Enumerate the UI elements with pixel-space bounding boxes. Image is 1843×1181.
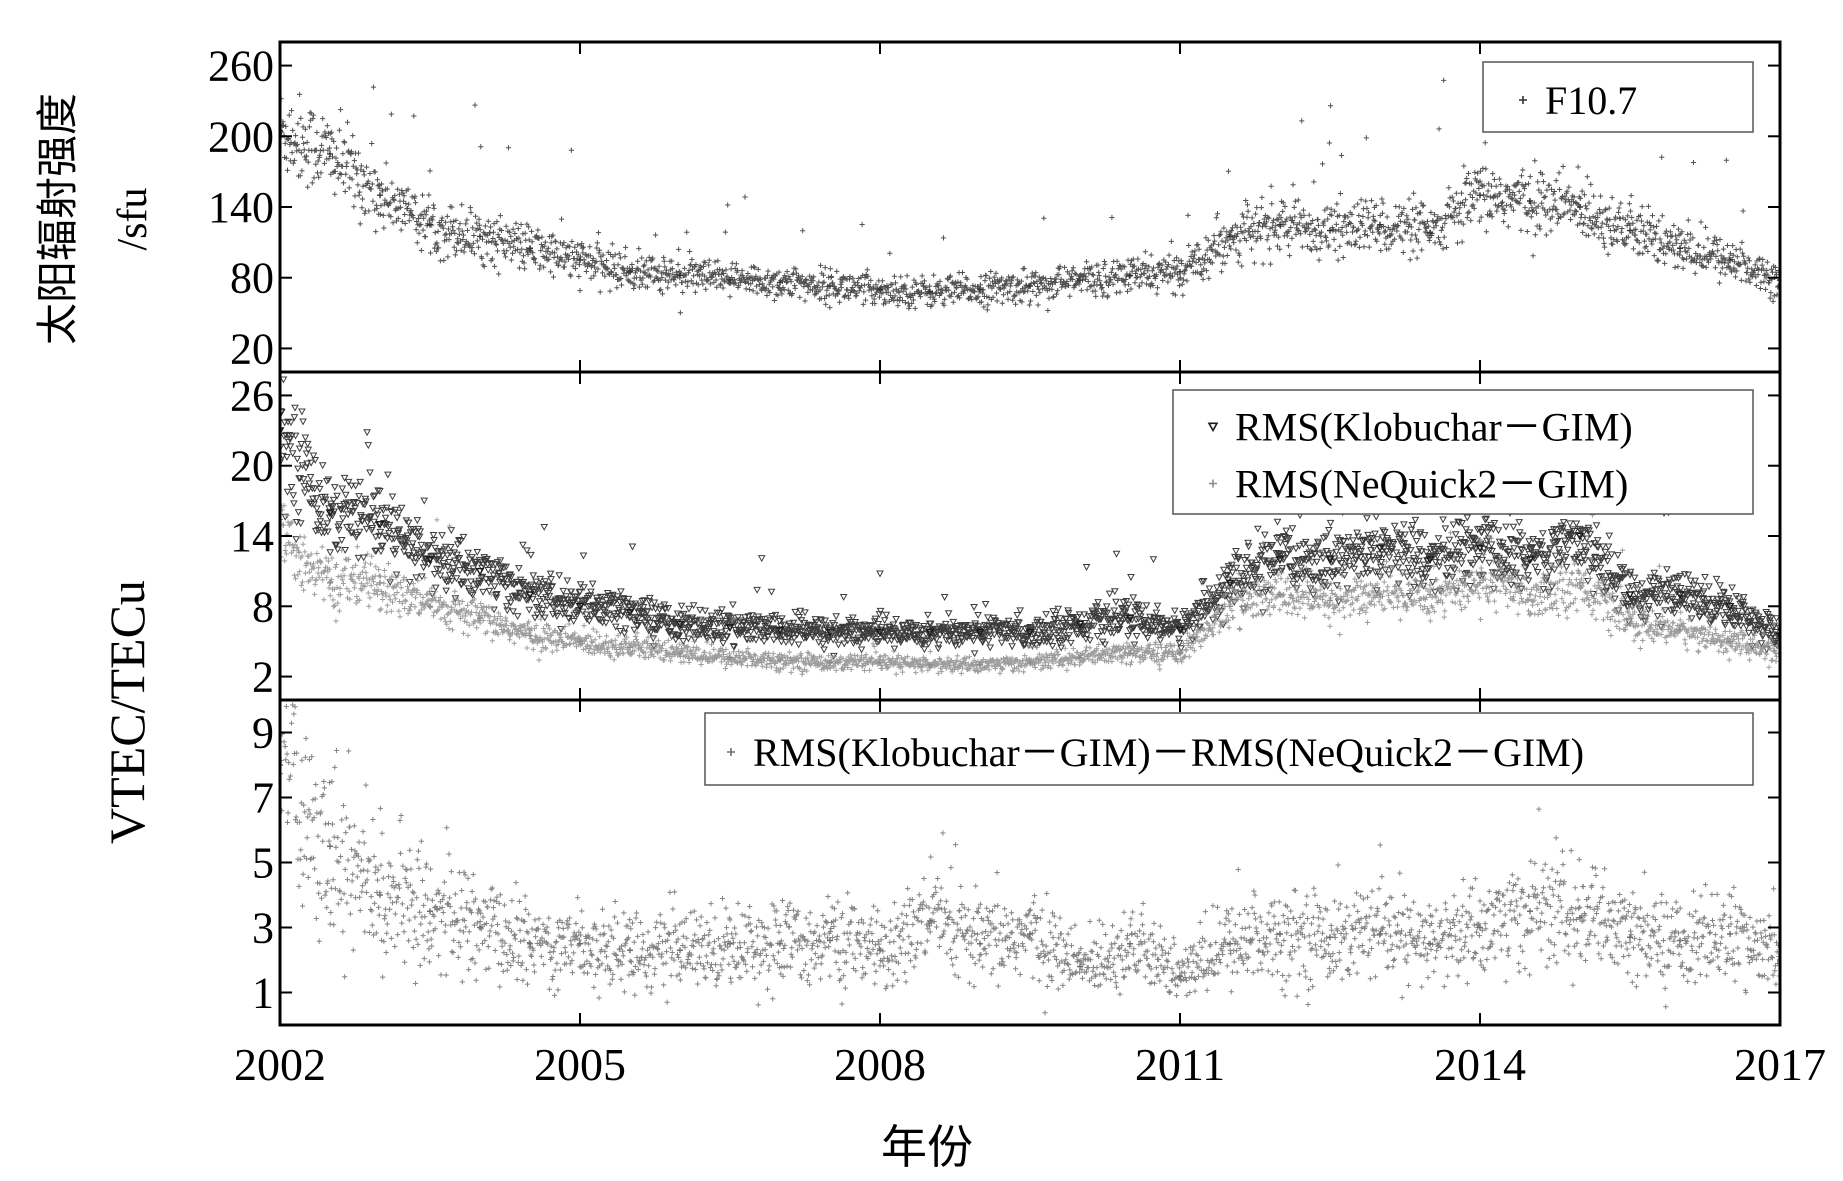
y-tick-label: 7 — [252, 774, 274, 823]
y-tick-label: 1 — [252, 969, 274, 1018]
y-tick-label: 9 — [252, 709, 274, 758]
data-point — [1727, 931, 1733, 937]
data-point — [327, 579, 333, 586]
panel-middle: 2 8 14 20 26 RMS(Klobuchar－GIM) RMS(NeQuick2－G… — [230, 370, 1782, 702]
legend-box — [704, 712, 1754, 786]
series-scatter-cloud — [280, 492, 1780, 677]
y-tick-label: 20 — [230, 324, 274, 373]
y-tick-label: 26 — [230, 371, 274, 420]
series-bottom-0 — [280, 702, 1780, 1016]
data-point — [477, 233, 483, 240]
data-point — [1527, 908, 1533, 915]
legend-label: RMS(Klobuchar－GIM) — [1235, 405, 1633, 450]
panel-top: 20 80 140 200 260 F10.7 — [208, 40, 1782, 374]
series-scatter-cloud — [280, 702, 1780, 1016]
y-tick-label: 200 — [208, 112, 274, 161]
data-point — [327, 843, 333, 850]
data-point — [827, 937, 833, 944]
y-tick-label: 3 — [252, 904, 274, 953]
legend-marker — [1519, 96, 1527, 104]
data-point — [677, 947, 683, 954]
y-tick-label: 5 — [252, 839, 274, 888]
series-scatter-cloud — [280, 77, 1780, 316]
data-point — [1777, 957, 1780, 963]
y-tick-label: 140 — [208, 183, 274, 232]
series-middle-1 — [280, 492, 1780, 677]
x-tick-label: 2002 — [234, 1039, 326, 1090]
y-tick-label: 8 — [252, 582, 274, 631]
legend-label: RMS(NeQuick2－GIM) — [1235, 462, 1628, 507]
data-point — [475, 567, 485, 576]
x-tick-label: 2005 — [534, 1039, 626, 1090]
x-axis-title: 年份 — [881, 1122, 973, 1173]
y-tick-label: 80 — [230, 254, 274, 303]
y-tick-label: 260 — [208, 42, 274, 91]
x-tick-label: 2014 — [1434, 1039, 1526, 1090]
legend-middle: RMS(Klobuchar－GIM) RMS(NeQuick2－GIM) — [1172, 389, 1754, 515]
data-point — [1427, 591, 1433, 598]
y-axis-title-top-line1: 太阳辐射强度 — [36, 93, 82, 345]
legend-marker — [727, 748, 735, 756]
panel-bottom: 1 3 5 7 9 2002 2005 2008 2011 2014 2017 RMS(Klobuch… — [234, 698, 1826, 1090]
legend-marker — [1207, 422, 1219, 433]
legend-marker — [1209, 479, 1217, 488]
legend-bottom: RMS(Klobuchar－GIM)－RMS(NeQuick2－GIM) — [704, 712, 1754, 786]
y-tick-label: 20 — [230, 442, 274, 491]
data-point — [1775, 632, 1780, 641]
data-point — [977, 940, 983, 947]
x-tick-label: 2017 — [1734, 1039, 1826, 1090]
y-tick-label: 14 — [230, 512, 274, 561]
legend-label: F10.7 — [1545, 78, 1637, 123]
panels: 2080140200260F10.728142026RMS(Klobuchar－… — [208, 40, 1826, 1090]
data-point — [627, 947, 633, 954]
legend-box — [1482, 61, 1754, 133]
y-axis-title-vtec: VTEC/TECu — [99, 580, 155, 844]
data-point — [1527, 591, 1533, 598]
legend-box — [1172, 389, 1754, 515]
series-middle-0 — [280, 376, 1780, 660]
data-point — [280, 427, 285, 436]
y-tick-label: 2 — [252, 653, 274, 702]
x-tick-label: 2008 — [834, 1039, 926, 1090]
data-point — [1327, 934, 1333, 941]
data-point — [1077, 963, 1083, 970]
legend-label: RMS(Klobuchar－GIM)－RMS(NeQuick2－GIM) — [753, 730, 1584, 775]
data-point — [280, 762, 283, 768]
data-point — [1327, 597, 1333, 604]
series-top-0 — [280, 77, 1780, 316]
legend-top: F10.7 — [1482, 61, 1754, 133]
x-tick-label: 2011 — [1135, 1039, 1225, 1090]
data-point — [327, 150, 333, 157]
y-axis-title-top-line2: /sfu — [110, 188, 156, 251]
data-point — [427, 908, 433, 915]
data-point — [377, 192, 383, 199]
